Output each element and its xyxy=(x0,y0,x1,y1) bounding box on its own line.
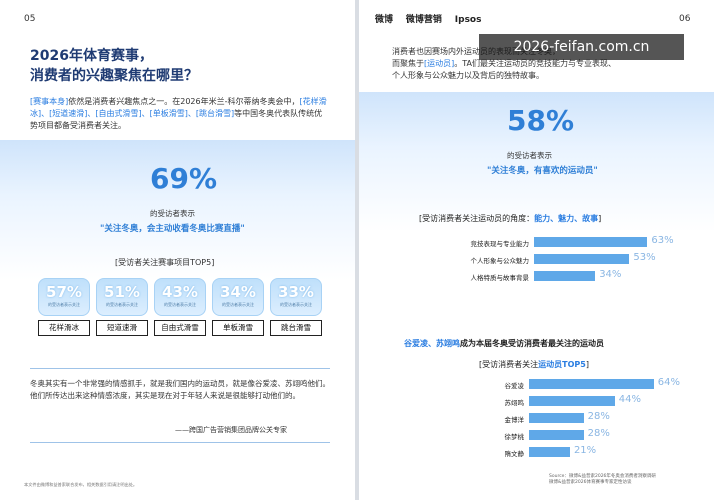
right-page: 06 消费者也因赛场内外运动员的表现而关注冬奥， 而聚焦于[运动员]。TA们最关… xyxy=(359,0,714,500)
weibo-logo: 微博 xyxy=(375,15,394,25)
athlete-headline: 谷爱凌、苏翊鸣成为本届冬奥受访消费者最关注的运动员 xyxy=(404,339,604,348)
hero-gradient xyxy=(0,140,355,280)
bar-value-label: 28% xyxy=(587,411,610,422)
page-number: 06 xyxy=(679,14,691,24)
ipsos-logo: Ipsos xyxy=(454,15,482,25)
bar-value-label: 28% xyxy=(587,428,610,439)
bar xyxy=(534,254,630,264)
sport-label: 花样滑冰 xyxy=(38,320,90,336)
main-stat-value: 69% xyxy=(150,162,218,195)
source-note: Source：微博&益普索2026年冬奥会消费者洞察调研 微博&益普索2026体… xyxy=(549,474,656,485)
bar-value-label: 21% xyxy=(573,445,597,456)
athlete-name: 徐梦桃 xyxy=(504,433,525,441)
intro-paragraph: [赛事本身]依然是消费者兴趣焦点之一。在2026年米兰-科尔蒂纳冬奥会中，[花样… xyxy=(30,97,327,130)
intro-paragraph: 消费者也因赛场内外运动员的表现而关注冬奥， 而聚焦于[运动员]。TA们最关注运动… xyxy=(392,47,616,80)
athlete-name: 谷爱凌 xyxy=(504,382,525,390)
brand-row: 微博 微博营销 Ipsos xyxy=(375,12,491,25)
bar-label: 人格特质与故事背景 xyxy=(470,274,530,282)
sport-label: 自由式滑雪 xyxy=(154,320,206,336)
main-stat-sub: 的受访者表示 xyxy=(507,151,552,160)
stat-card: 43% 的受访者表示关注 xyxy=(154,278,206,316)
divider xyxy=(30,442,330,443)
left-page: 05 2026年体育赛事， 消费者的兴趣聚焦在哪里？ [赛事本身]依然是消费者兴… xyxy=(0,0,355,500)
sport-label: 短道速滑 xyxy=(96,320,148,336)
athlete-name: 苏翊鸣 xyxy=(504,399,525,407)
stat-card: 33% 的受访者表示关注 xyxy=(270,278,322,316)
bar-label: 个人形象与公众魅力 xyxy=(470,257,530,265)
bar-value-label: 44% xyxy=(618,394,642,405)
top5-title: [受访者关注赛事项目TOP5] xyxy=(115,258,215,267)
stat-card: 51% 的受访者表示关注 xyxy=(96,278,148,316)
sport-label: 跳台滑雪 xyxy=(270,320,322,336)
bar-value-label: 63% xyxy=(651,235,674,246)
bar-label: 竞技表现与专业能力 xyxy=(470,240,530,248)
stat-card: 57% 的受访者表示关注 xyxy=(38,278,90,316)
angles-chart-title: [受访消费者关注运动员的角度：能力、魅力、故事] xyxy=(419,214,602,223)
page-title: 2026年体育赛事， 消费者的兴趣聚焦在哪里？ xyxy=(30,48,198,84)
bar-value-label: 34% xyxy=(599,269,622,280)
stat-card: 34% 的受访者表示关注 xyxy=(212,278,264,316)
bar-value-label: 53% xyxy=(633,252,656,263)
athlete-name: 金博洋 xyxy=(504,416,525,424)
divider xyxy=(30,368,330,369)
bar-value-label: 64% xyxy=(657,377,681,388)
bar xyxy=(529,447,570,457)
athlete-chart-title: [受访消费者关注运动员TOP5] xyxy=(479,360,589,369)
bar xyxy=(529,430,584,440)
main-stat-sub: 的受访者表示 xyxy=(150,209,195,218)
hero-gradient xyxy=(359,92,714,232)
bar xyxy=(534,237,648,247)
bar xyxy=(529,413,584,423)
athlete-name: 隋文静 xyxy=(504,450,525,458)
quote-attribution: ——跨国广告营销集团品牌公关专家 xyxy=(175,426,287,434)
main-stat-value: 58% xyxy=(507,104,575,137)
bar xyxy=(529,396,615,406)
sport-label: 单板滑雪 xyxy=(212,320,264,336)
watermark-banner: 2026-feifan.com.cn xyxy=(479,34,684,60)
weibo-marketing-logo: 微博营销 xyxy=(405,15,442,25)
main-stat-quote: "关注冬奥，有喜欢的运动员" xyxy=(487,166,598,176)
bar xyxy=(534,271,596,281)
footer-note: 本文件由微博和益普索联合发布，相关数据引用请注明出处。 xyxy=(24,482,138,487)
main-stat-quote: "关注冬奥，会主动收看冬奥比赛直播" xyxy=(100,224,245,234)
bar xyxy=(529,379,654,389)
expert-quote: 冬奥其实有一个非常强的情感抓手，就是我们国内的运动员，就是像谷爱凌、苏翊鸣他们。… xyxy=(30,379,330,400)
page-number: 05 xyxy=(24,14,36,24)
